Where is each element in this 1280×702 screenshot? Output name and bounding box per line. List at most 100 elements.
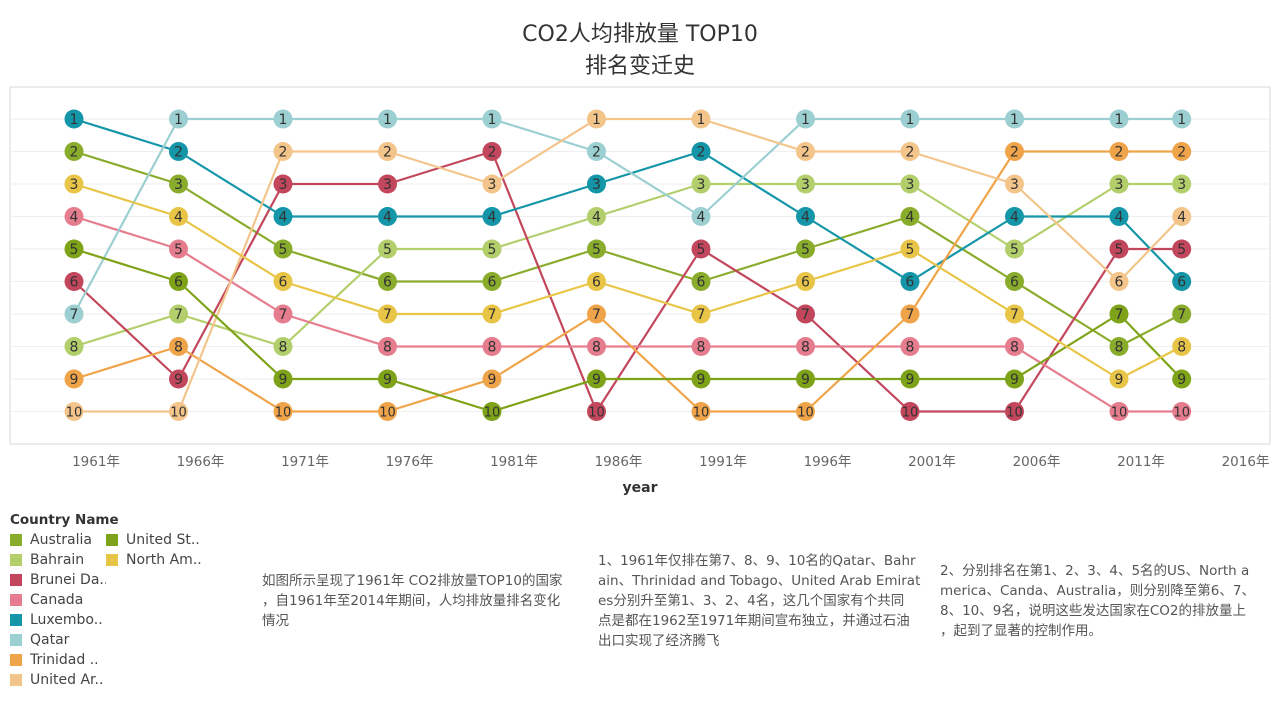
legend-item[interactable]: Australia bbox=[10, 530, 106, 550]
data-point bbox=[64, 369, 84, 389]
legend-item[interactable]: North Am.. bbox=[106, 550, 202, 570]
legend-label: North Am.. bbox=[126, 552, 202, 568]
legend-item[interactable]: Canada bbox=[10, 590, 106, 610]
data-label: 3 bbox=[697, 177, 706, 193]
x-tick-label: 1966年 bbox=[177, 454, 225, 470]
x-tick-label: 1961年 bbox=[72, 454, 120, 470]
data-point bbox=[796, 109, 815, 129]
legend-item[interactable]: Qatar bbox=[10, 630, 106, 650]
data-point bbox=[169, 304, 188, 324]
data-label: 2 bbox=[383, 145, 392, 161]
data-point bbox=[900, 369, 920, 389]
data-label: 9 bbox=[488, 372, 497, 388]
data-label: 5 bbox=[174, 242, 183, 258]
data-point bbox=[482, 174, 502, 194]
data-point bbox=[587, 239, 606, 259]
data-label: 4 bbox=[801, 210, 810, 226]
data-label: 2 bbox=[906, 145, 915, 161]
note-2-line: ，起到了显著的控制作用。 bbox=[940, 623, 1102, 639]
x-tick-label: 1971年 bbox=[281, 454, 329, 470]
data-label: 3 bbox=[906, 177, 915, 193]
data-point bbox=[378, 142, 397, 161]
data-label: 6 bbox=[801, 275, 810, 291]
data-point bbox=[1109, 272, 1129, 291]
note-2-line: 8、10、9名，说明这些发达国家在CO2的排放量上 bbox=[940, 603, 1246, 619]
data-point bbox=[900, 174, 920, 194]
data-point bbox=[796, 207, 815, 226]
data-label: 6 bbox=[592, 275, 601, 291]
data-label: 5 bbox=[801, 242, 810, 258]
legend-label: Luxembo.. bbox=[30, 612, 103, 628]
data-point bbox=[587, 337, 606, 356]
data-label: 8 bbox=[1115, 340, 1124, 356]
data-point bbox=[169, 272, 188, 291]
bump-chart: 1961年 1966年 1971年 1976年 1981年 1986年 1991年 1996年… bbox=[9, 86, 1271, 496]
data-label: 4 bbox=[697, 210, 706, 226]
data-label: 7 bbox=[592, 307, 601, 323]
legend-label: Brunei Da.. bbox=[30, 572, 106, 588]
legend-item[interactable]: Trinidad .. bbox=[10, 650, 106, 670]
legend-item[interactable]: Bahrain bbox=[10, 550, 106, 570]
legend-item[interactable]: United Ar.. bbox=[10, 670, 106, 690]
note-1-line: 1、1961年仅排在第7、8、9、10名的Qatar、Bahr bbox=[598, 553, 916, 569]
data-point bbox=[1109, 142, 1129, 161]
data-point bbox=[691, 402, 711, 421]
data-point bbox=[482, 337, 502, 356]
data-point bbox=[482, 369, 502, 389]
data-label: 8 bbox=[383, 340, 392, 356]
data-point bbox=[169, 369, 188, 389]
data-label: 8 bbox=[697, 340, 706, 356]
data-label: 6 bbox=[174, 275, 183, 291]
data-point bbox=[1109, 109, 1129, 129]
x-axis-label: year bbox=[623, 480, 658, 496]
data-point bbox=[1109, 402, 1129, 421]
legend-item[interactable]: Luxembo.. bbox=[10, 610, 106, 630]
data-label: 7 bbox=[383, 307, 392, 323]
data-point bbox=[691, 272, 711, 291]
data-label: 5 bbox=[906, 242, 915, 258]
data-label: 3 bbox=[1010, 177, 1019, 193]
data-point bbox=[691, 304, 711, 324]
data-point bbox=[796, 402, 815, 421]
note-1-line: es分别升至第1、3、2、4名，这几个国家有个共同 bbox=[598, 593, 905, 609]
data-label: 10 bbox=[66, 406, 83, 421]
data-label: 8 bbox=[801, 340, 810, 356]
data-point bbox=[482, 402, 502, 421]
data-point bbox=[587, 207, 606, 226]
data-label: 10 bbox=[1173, 406, 1190, 421]
x-tick-label: 1986年 bbox=[595, 454, 643, 470]
data-label: 4 bbox=[174, 210, 183, 226]
data-label: 1 bbox=[1115, 112, 1124, 128]
data-label: 1 bbox=[174, 112, 183, 128]
legend-item[interactable]: United St.. bbox=[106, 530, 202, 550]
note-intro-line: 如图所示呈现了1961年 CO2排放量TOP10的国家 bbox=[262, 573, 563, 589]
data-point bbox=[900, 272, 920, 291]
series-line-unitedar bbox=[74, 117, 1183, 413]
data-label: 8 bbox=[279, 340, 288, 356]
data-point bbox=[691, 142, 711, 161]
data-label: 1 bbox=[1177, 112, 1186, 128]
legend-swatch bbox=[10, 594, 22, 606]
data-label: 9 bbox=[279, 372, 288, 388]
data-point bbox=[1005, 142, 1024, 161]
data-label: 1 bbox=[488, 112, 497, 128]
series-line-canada bbox=[73, 215, 1182, 413]
data-point bbox=[169, 337, 188, 356]
data-point bbox=[900, 109, 920, 129]
data-point bbox=[169, 142, 188, 161]
data-point bbox=[169, 239, 188, 259]
data-point bbox=[378, 369, 397, 389]
data-point bbox=[1109, 369, 1129, 389]
data-label: 8 bbox=[592, 340, 601, 356]
data-point bbox=[169, 109, 188, 129]
data-point bbox=[169, 174, 188, 194]
data-label: 5 bbox=[383, 242, 392, 258]
data-point bbox=[900, 207, 920, 226]
data-point bbox=[1172, 272, 1192, 291]
data-point bbox=[64, 337, 84, 356]
chart-title-line1: CO2人均排放量 TOP10 bbox=[522, 22, 758, 47]
legend-item[interactable]: Brunei Da.. bbox=[10, 570, 106, 590]
legend-swatch bbox=[10, 674, 22, 686]
series-line-qatar bbox=[73, 117, 1182, 315]
data-label: 3 bbox=[174, 177, 183, 193]
